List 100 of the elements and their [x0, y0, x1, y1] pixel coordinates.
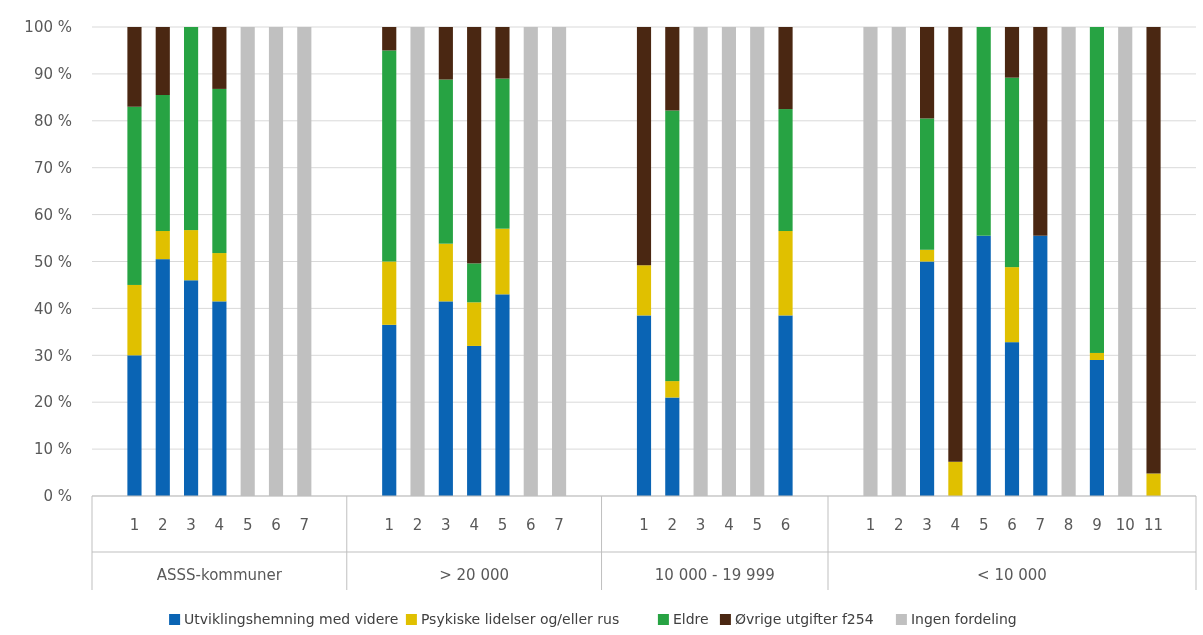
bar: [665, 397, 680, 496]
bar: [155, 95, 170, 232]
bar: [495, 78, 510, 229]
bar: [212, 88, 227, 254]
bar: [948, 27, 963, 462]
x-tick-label: 9: [1092, 516, 1102, 534]
bar: [948, 461, 963, 496]
bar: [778, 109, 793, 232]
y-tick-label: 40 %: [33, 299, 72, 318]
bar: [778, 231, 793, 316]
x-tick-label: 2: [412, 516, 423, 534]
bar: [212, 253, 227, 302]
bar: [127, 355, 142, 496]
bar: [127, 284, 142, 356]
y-tick-label: 90 %: [33, 65, 72, 84]
bar: [438, 79, 453, 244]
bar: [155, 231, 170, 260]
x-tick-label: 4: [724, 516, 734, 534]
x-tick-label: 5: [752, 516, 762, 534]
bar: [382, 50, 397, 262]
bar: [495, 294, 510, 496]
bar: [1033, 235, 1048, 496]
x-tick-label: 4: [214, 516, 225, 534]
x-tick-label: 8: [1063, 516, 1074, 534]
x-tick-label: 7: [554, 516, 564, 534]
x-tick-label: 7: [1035, 516, 1046, 534]
x-tick-label: 5: [978, 516, 989, 534]
x-tick-label: 5: [242, 516, 253, 534]
legend-label: Utviklingshemning med videre: [184, 611, 399, 627]
x-tick-label: 6: [526, 516, 536, 534]
legend-label: Ingen fordeling: [910, 611, 1017, 627]
x-tick-label: 3: [441, 516, 451, 534]
x-tick-label: 1: [384, 516, 394, 534]
text: > 20 000: [439, 566, 510, 584]
bar: [495, 228, 510, 295]
bar: [467, 345, 482, 496]
bar: [1146, 473, 1161, 496]
y-tick-label: 30 %: [33, 346, 72, 365]
x-tick-label: 2: [158, 516, 168, 534]
x-tick-label: 7: [299, 516, 310, 534]
bar: [665, 27, 680, 111]
bar: [382, 261, 397, 325]
legend-label: Øvrige utgifter f254: [734, 611, 874, 627]
bar: [127, 106, 142, 285]
x-tick-label: 3: [695, 516, 706, 534]
bar: [212, 27, 227, 89]
bar: [212, 301, 227, 496]
bar: [438, 243, 453, 302]
bar: [778, 315, 793, 496]
bar: [1004, 342, 1020, 496]
x-tick-label: 6: [271, 516, 281, 534]
bar: [184, 280, 199, 496]
x-tick-label: 11: [1143, 516, 1164, 534]
bar: [976, 235, 991, 496]
y-tick-label: 60 %: [33, 205, 72, 224]
bar: [184, 27, 199, 231]
x-tick-label: 2: [894, 516, 904, 534]
bar: [1033, 27, 1048, 236]
x-tick-label: 5: [497, 516, 508, 534]
y-tick-label: 10 %: [33, 440, 72, 459]
bar: [1146, 27, 1161, 474]
bar: [636, 265, 652, 316]
y-tick-label: 50 %: [33, 252, 72, 271]
bar: [1004, 77, 1020, 268]
bar: [438, 27, 453, 80]
x-tick-label: 6: [1007, 516, 1017, 534]
bar: [467, 27, 482, 264]
y-tick-label: 0 %: [43, 487, 72, 506]
bar: [382, 324, 397, 496]
bar: [1089, 352, 1104, 360]
y-tick-label: 100 %: [24, 18, 72, 37]
bar: [155, 259, 170, 496]
x-tick-label: 1: [865, 516, 876, 534]
bar: [495, 27, 510, 79]
bar: [920, 27, 935, 119]
bar: [127, 27, 142, 107]
bar: [636, 27, 652, 266]
x-tick-label: 4: [469, 516, 479, 534]
bar: [920, 249, 935, 262]
x-tick-label: 2: [667, 516, 678, 534]
bar: [438, 301, 453, 496]
bar: [184, 230, 199, 281]
bar: [382, 27, 397, 51]
bar: [976, 27, 991, 236]
bar: [665, 381, 680, 398]
y-tick-label: 80 %: [33, 112, 72, 131]
x-tick-label: 1: [639, 516, 649, 534]
bar: [665, 110, 680, 382]
bar: [778, 27, 793, 110]
x-tick-label: 6: [780, 516, 791, 534]
bar: [1089, 359, 1104, 496]
bar: [467, 302, 482, 346]
bar: [920, 118, 935, 250]
legend-label: Eldre: [672, 611, 709, 627]
y-tick-label: 20 %: [33, 393, 72, 412]
text: 10 000 - 19 999: [654, 566, 775, 584]
bar: [1004, 27, 1020, 78]
y-tick-label: 70 %: [33, 158, 72, 177]
x-tick-label: 10: [1115, 516, 1135, 534]
x-tick-label: 3: [922, 516, 932, 534]
